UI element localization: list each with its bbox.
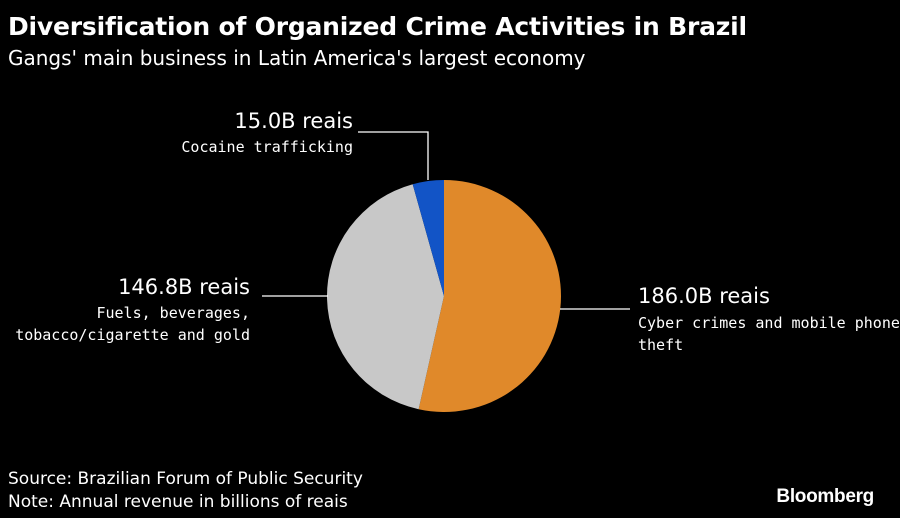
category-label-fuels-line1: Fuels, beverages, bbox=[96, 304, 250, 322]
pie-slice-cyber bbox=[418, 180, 562, 412]
pie-slice-cocaine bbox=[412, 180, 444, 296]
chart-title: Diversification of Organized Crime Activ… bbox=[8, 12, 747, 41]
chart-subtitle: Gangs' main business in Latin America's … bbox=[8, 46, 586, 70]
category-label-cocaine: Cocaine trafficking bbox=[181, 138, 353, 156]
source-note: Source: Brazilian Forum of Public Securi… bbox=[8, 469, 363, 489]
value-label-fuels: 146.8B reais bbox=[118, 275, 250, 299]
value-label-cocaine: 15.0B reais bbox=[234, 109, 353, 133]
category-label-fuels-line2: tobacco/cigarette and gold bbox=[15, 326, 250, 344]
pie-slice-fuels bbox=[326, 184, 444, 410]
bloomberg-logo: Bloomberg bbox=[776, 486, 874, 507]
leader-line-cocaine bbox=[358, 131, 429, 180]
category-label-cyber-line2: theft bbox=[638, 336, 683, 354]
category-label-cyber-line1: Cyber crimes and mobile phone bbox=[638, 314, 900, 332]
value-label-cyber: 186.0B reais bbox=[638, 284, 770, 308]
pie-slices bbox=[326, 180, 562, 412]
footnote: Note: Annual revenue in billions of reai… bbox=[8, 492, 348, 512]
